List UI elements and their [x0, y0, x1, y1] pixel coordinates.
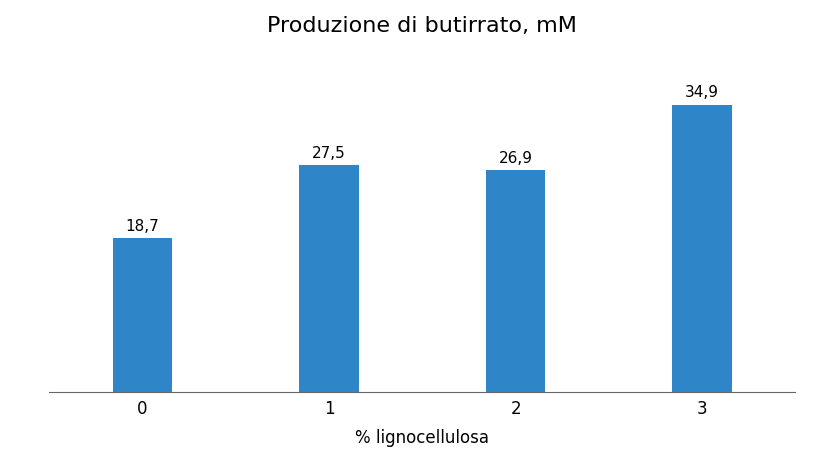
X-axis label: % lignocellulosa: % lignocellulosa: [355, 429, 489, 447]
Bar: [672, 105, 731, 392]
Title: Produzione di butirrato, mM: Produzione di butirrato, mM: [267, 16, 577, 36]
Text: 27,5: 27,5: [312, 146, 346, 161]
Text: 18,7: 18,7: [125, 219, 159, 234]
Text: 34,9: 34,9: [685, 85, 718, 100]
Bar: [299, 165, 359, 392]
Text: 26,9: 26,9: [498, 151, 532, 166]
Bar: [112, 238, 172, 392]
Bar: [485, 171, 545, 392]
